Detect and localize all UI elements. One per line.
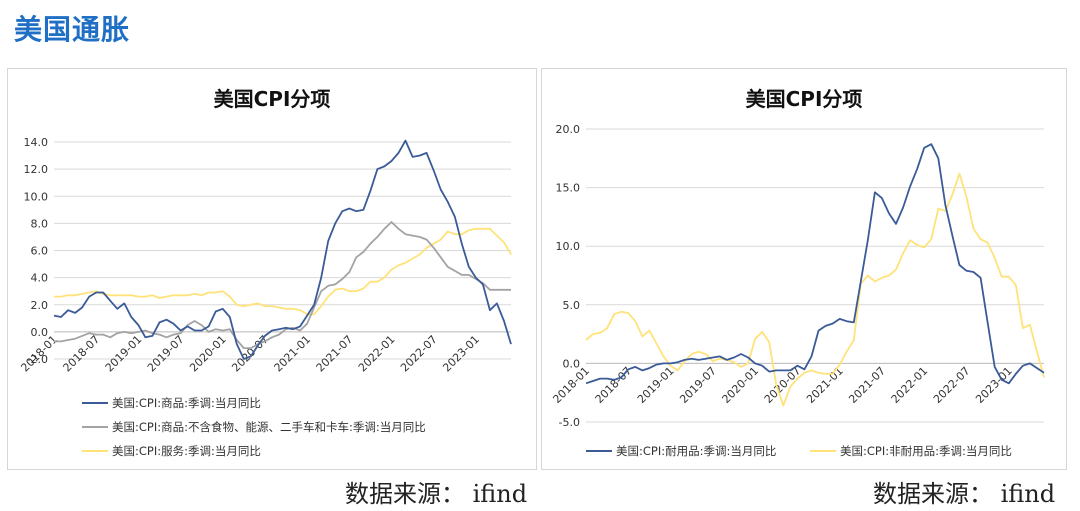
- left-legend-swatch: [82, 450, 108, 452]
- left-legend-swatch: [82, 402, 108, 404]
- right-y-tick-label: 15.0: [556, 182, 581, 195]
- left-x-tick-label: 2019-01: [103, 333, 145, 375]
- right-legend-item: 美国:CPI:耐用品:季调:当月同比: [586, 443, 776, 459]
- right-x-tick-label: 2023-01: [973, 364, 1015, 406]
- left-y-tick-label: 12.0: [24, 163, 49, 176]
- right-y-tick-label: 10.0: [556, 240, 581, 253]
- right-x-tick-label: 2018-01: [550, 364, 592, 406]
- right-legend-label: 美国:CPI:非耐用品:季调:当月同比: [840, 444, 1012, 458]
- left-x-tick-label: 2023-01: [440, 333, 482, 375]
- right-series-line-1: [585, 172, 1045, 407]
- right-legend-swatch: [810, 450, 836, 452]
- right-legend-label: 美国:CPI:耐用品:季调:当月同比: [616, 444, 777, 458]
- left-x-tick-label: 2018-07: [61, 333, 103, 375]
- data-source-left: 数据来源： ifind: [345, 480, 528, 508]
- right-x-tick-label: 2022-01: [889, 364, 931, 406]
- left-y-tick-label: 0.0: [31, 326, 49, 339]
- left-legend-item: 美国:CPI:商品:季调:当月同比: [82, 395, 261, 411]
- left-y-tick-label: 14.0: [24, 136, 49, 149]
- chart-panel-right: 美国CPI分项 -5.0 0.0 5.0 10.0 15.0 20.0 2018-01 201…: [541, 68, 1067, 470]
- data-source-right: 数据来源： ifind: [873, 480, 1056, 508]
- right-y-tick-label: -5.0: [559, 416, 580, 429]
- right-x-tick-label: 2021-07: [846, 364, 888, 406]
- right-x-tick-label: 2022-07: [931, 364, 973, 406]
- left-legend-item: 美国:CPI:商品:不含食物、能源、二手车和卡车:季调:当月同比: [82, 419, 426, 435]
- left-y-tick-label: 10.0: [24, 190, 49, 203]
- left-x-tick-label: 2018-01: [18, 333, 60, 375]
- page-title: 美国通胀: [14, 13, 131, 46]
- left-legend-label: 美国:CPI:商品:季调:当月同比: [112, 396, 261, 410]
- left-series-line-0: [53, 139, 512, 360]
- left-series-line-2: [54, 227, 512, 316]
- left-y-tick-label: 8.0: [31, 217, 49, 230]
- left-y-tick-label: -2.0: [27, 353, 48, 366]
- right-legend-swatch: [586, 450, 612, 452]
- left-x-tick-label: 2020-01: [187, 333, 229, 375]
- right-legend-item: 美国:CPI:非耐用品:季调:当月同比: [810, 443, 1012, 459]
- right-x-tick-label: 2020-01: [720, 364, 762, 406]
- chart-panel-left: 美国CPI分项 -2.0 0.0 2.0 4.0 6.0 8.0 10.0 12.0 14.0 2…: [7, 68, 537, 470]
- right-y-tick-label: 5.0: [563, 299, 581, 312]
- left-series-line-1: [54, 221, 511, 350]
- right-series-line-0: [585, 143, 1045, 385]
- left-legend-label: 美国:CPI:服务:季调:当月同比: [112, 444, 261, 458]
- left-x-tick-label: 2021-07: [314, 333, 356, 375]
- chart-title-left: 美国CPI分项: [213, 87, 331, 111]
- left-x-tick-label: 2022-01: [356, 333, 398, 375]
- left-y-tick-label: 6.0: [31, 245, 49, 258]
- left-x-tick-label: 2019-07: [145, 333, 187, 375]
- right-x-tick-label: 2019-07: [677, 364, 719, 406]
- left-legend-item: 美国:CPI:服务:季调:当月同比: [82, 443, 261, 459]
- left-legend-label: 美国:CPI:商品:不含食物、能源、二手车和卡车:季调:当月同比: [112, 420, 426, 434]
- chart-title-right: 美国CPI分项: [745, 87, 863, 111]
- left-x-tick-label: 2021-01: [272, 333, 314, 375]
- left-x-tick-label: 2022-07: [398, 333, 440, 375]
- right-y-tick-label: 20.0: [556, 123, 581, 136]
- left-legend-swatch: [82, 426, 108, 428]
- left-y-tick-label: 2.0: [31, 299, 49, 312]
- left-y-tick-label: 4.0: [31, 272, 49, 285]
- right-y-tick-label: 0.0: [563, 357, 581, 370]
